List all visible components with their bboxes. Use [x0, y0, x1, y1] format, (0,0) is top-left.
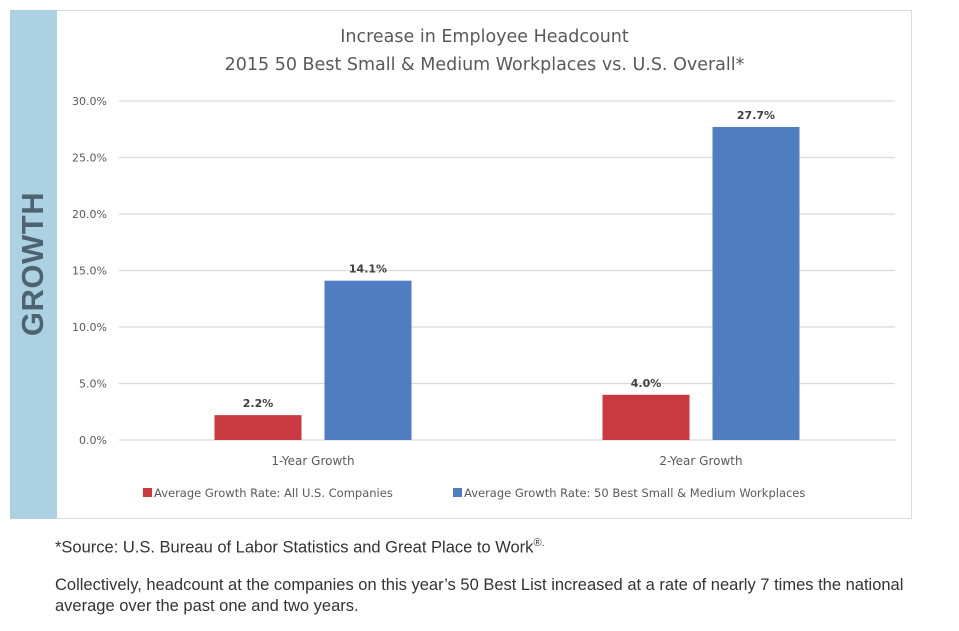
- y-tick-label: 5.0%: [79, 378, 107, 391]
- data-label: 4.0%: [631, 377, 662, 390]
- y-tick-label: 0.0%: [79, 434, 107, 447]
- data-label: 27.7%: [737, 109, 775, 122]
- data-label: 14.1%: [349, 263, 387, 276]
- summary-text: Collectively, headcount at the companies…: [55, 576, 904, 615]
- x-tick-label: 2-Year Growth: [659, 454, 742, 468]
- source-text: *Source: U.S. Bureau of Labor Statistics…: [55, 538, 534, 557]
- x-axis-ticks: 1-Year Growth 2-Year Growth: [271, 454, 742, 468]
- data-labels: 2.2% 14.1% 4.0% 27.7%: [243, 109, 775, 410]
- legend-label: Average Growth Rate: 50 Best Small & Med…: [464, 486, 805, 500]
- bars: [214, 126, 800, 441]
- bar-chart: 0.0% 5.0% 10.0% 15.0% 20.0% 25.0% 30.0% 2.2% 14…: [72, 95, 895, 500]
- bar: [712, 126, 800, 441]
- y-tick-label: 15.0%: [72, 265, 107, 278]
- legend-swatch: [453, 488, 462, 497]
- chart-subtitle: 2015 50 Best Small & Medium Workplaces v…: [224, 55, 745, 75]
- bar: [324, 280, 412, 440]
- legend: Average Growth Rate: All U.S. Companies A…: [143, 486, 805, 500]
- bar: [214, 415, 302, 440]
- data-label: 2.2%: [243, 397, 274, 410]
- source-note: *Source: U.S. Bureau of Labor Statistics…: [55, 537, 545, 558]
- legend-label: Average Growth Rate: All U.S. Companies: [154, 486, 393, 500]
- bar: [602, 394, 690, 440]
- legend-swatch: [143, 488, 152, 497]
- y-tick-label: 25.0%: [72, 152, 107, 165]
- y-axis-ticks: 0.0% 5.0% 10.0% 15.0% 20.0% 25.0% 30.0%: [72, 95, 107, 447]
- sidebar-band: [10, 10, 57, 519]
- registered-mark: ®.: [533, 537, 545, 549]
- y-tick-label: 30.0%: [72, 95, 107, 108]
- x-tick-label: 1-Year Growth: [271, 454, 354, 468]
- y-tick-label: 20.0%: [72, 208, 107, 221]
- y-tick-label: 10.0%: [72, 321, 107, 334]
- chart-title: Increase in Employee Headcount: [340, 27, 629, 47]
